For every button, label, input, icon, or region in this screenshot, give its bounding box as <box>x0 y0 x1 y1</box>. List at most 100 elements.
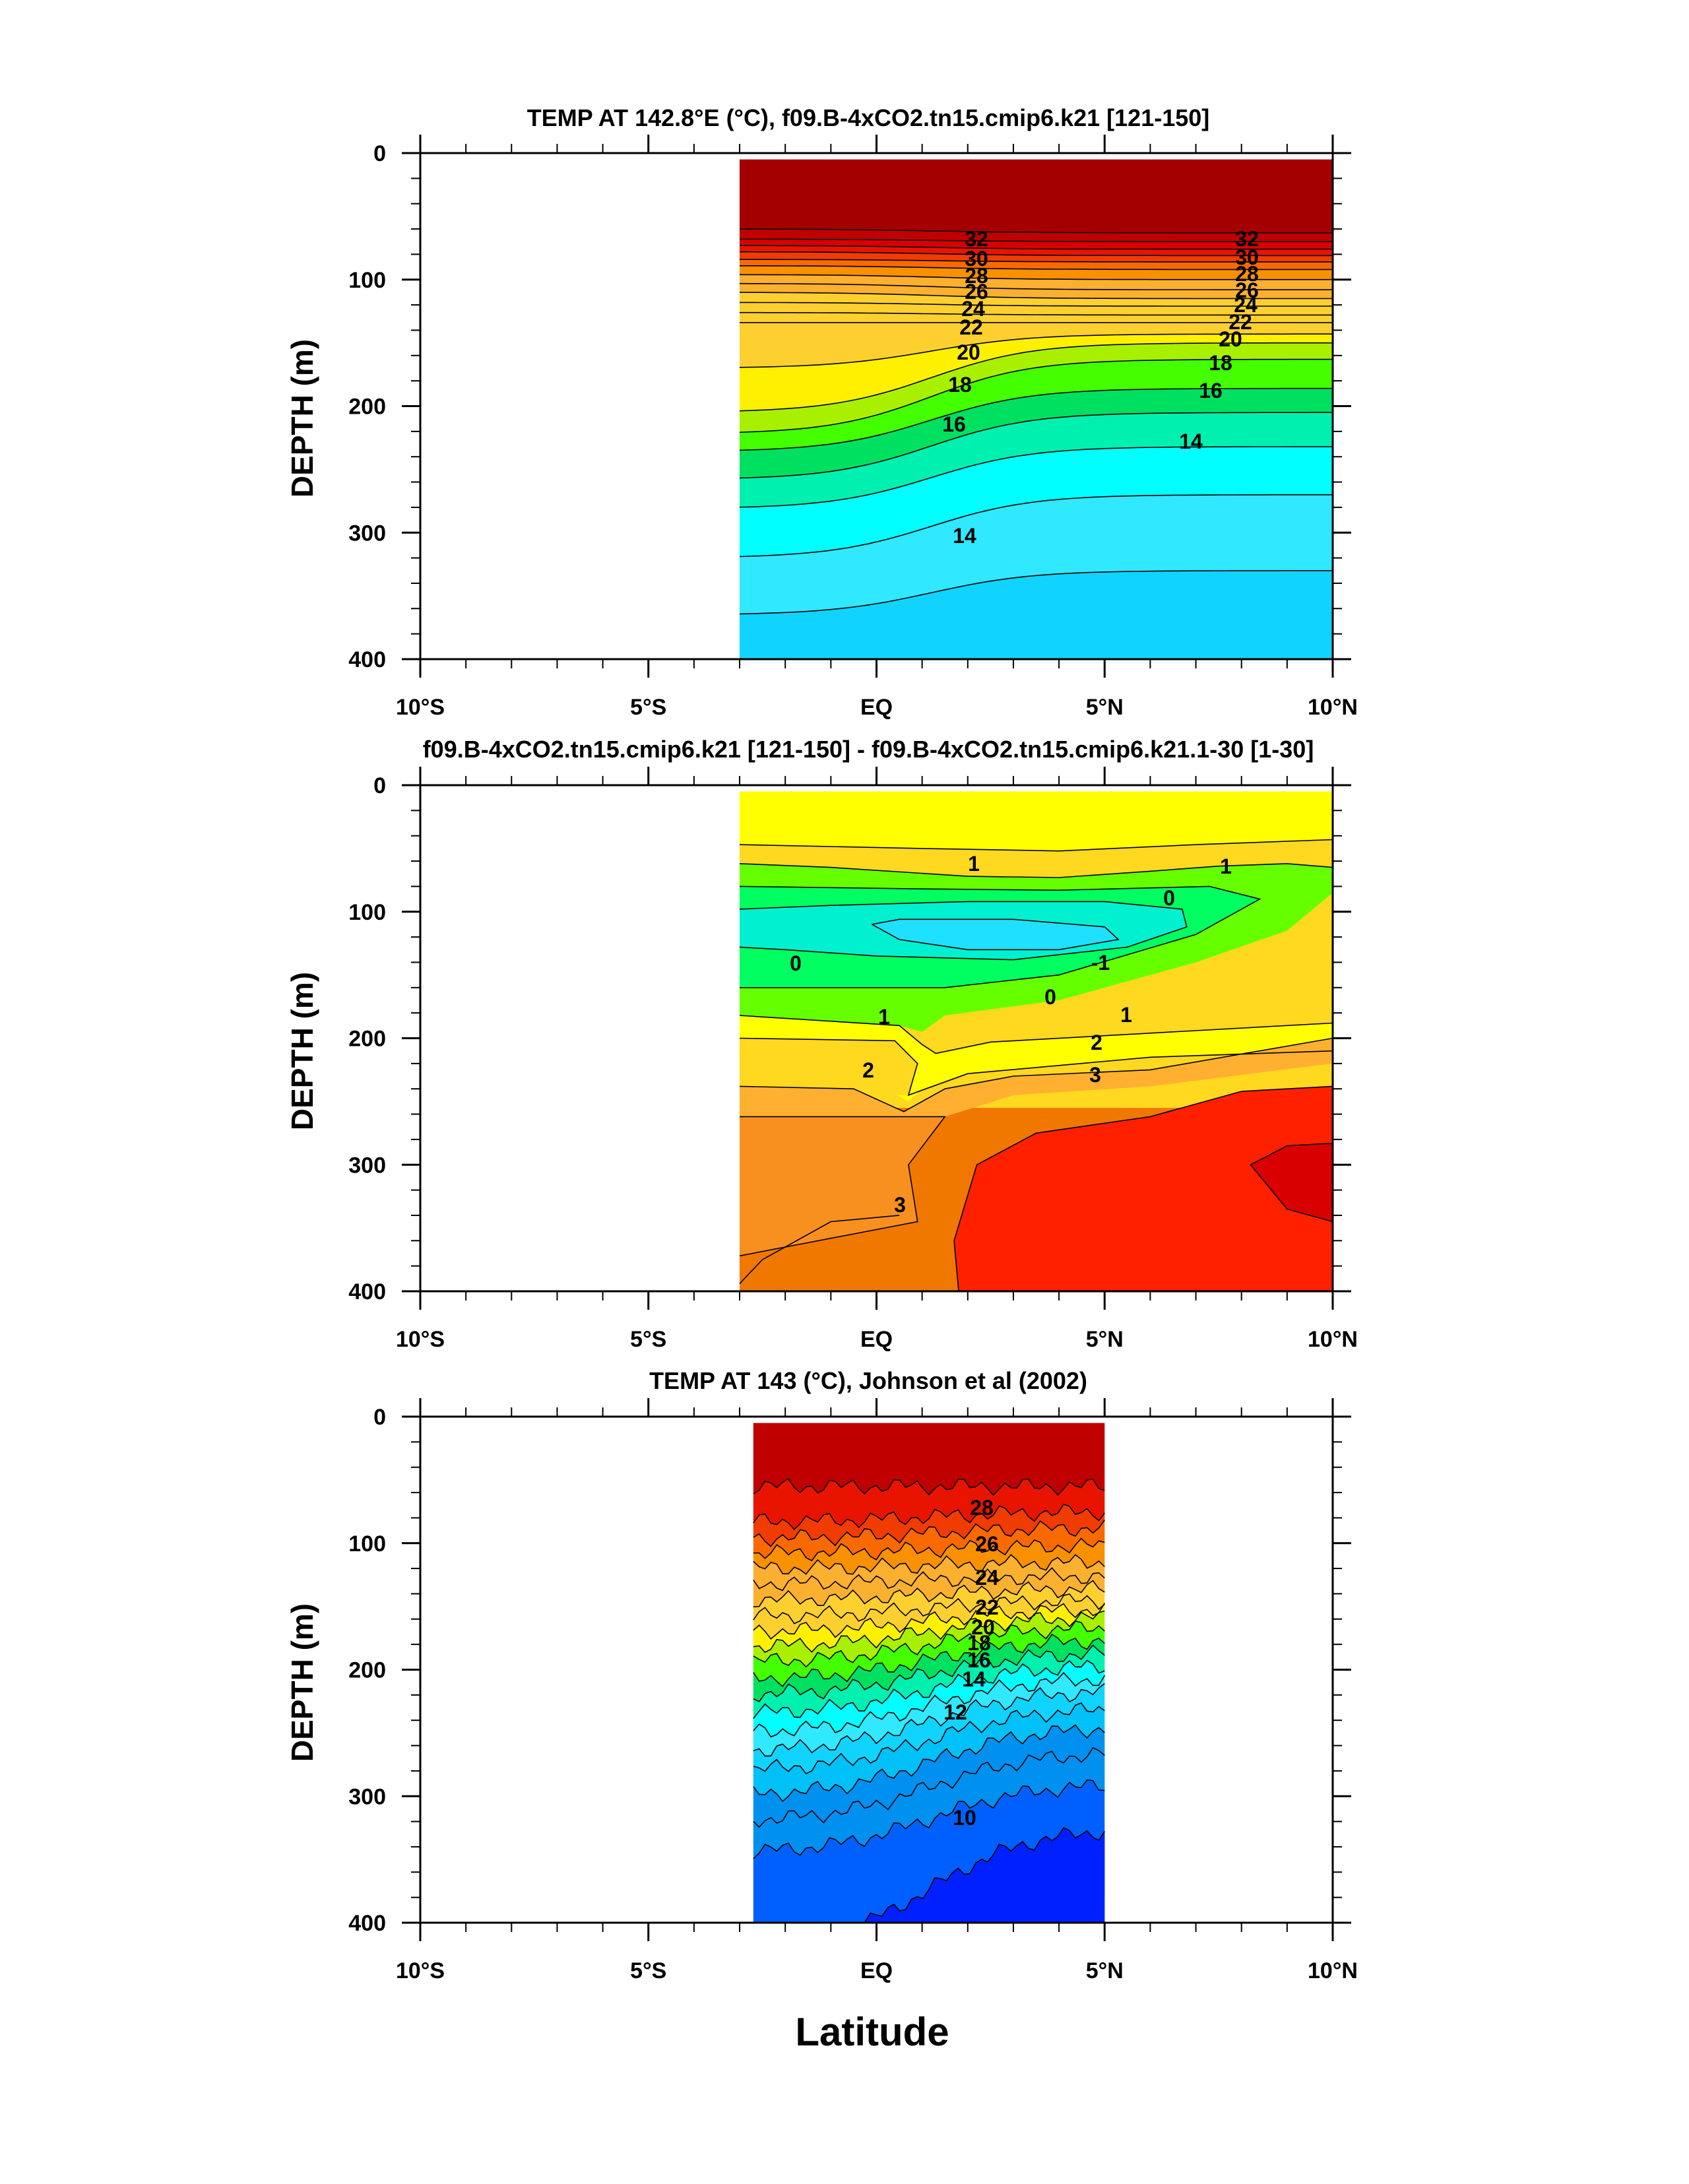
contour-label: 1 <box>1220 854 1232 878</box>
contour-band-27 <box>753 1520 1105 1561</box>
contour-label: 26 <box>1235 278 1259 302</box>
contour-band-34 <box>740 159 1333 233</box>
contour-line-29 <box>753 1478 1105 1496</box>
y-tick-label: 200 <box>348 1027 386 1052</box>
contour-line-19 <box>753 1621 1105 1668</box>
contour-line-0.5 <box>739 885 1261 988</box>
x-tick-label: EQ <box>860 695 893 720</box>
contour-lines <box>739 228 1333 660</box>
contour-label: 0 <box>790 951 802 975</box>
contour-band-12 <box>753 1725 1105 1828</box>
contour-lines <box>739 839 1333 1292</box>
contour-line-4.5 <box>1250 1142 1333 1223</box>
contour-line-2.5 <box>739 1037 1333 1112</box>
contour-band-29 <box>753 1479 1105 1530</box>
panel-title: f09.B-4xCO2.tn15.cmip6.k21 [121-150] - f… <box>423 736 1314 763</box>
x-tick-label: EQ <box>860 1327 893 1352</box>
contour-label: 20 <box>957 340 980 364</box>
contour-label: 3 <box>894 1193 906 1217</box>
contour-line-33 <box>740 228 1333 234</box>
y-tick-label: 200 <box>348 395 386 420</box>
contour-label: 28 <box>1235 262 1259 286</box>
contour-band-14 <box>740 570 1333 659</box>
contour-line-21 <box>753 1603 1105 1640</box>
contour-label: 22 <box>1228 310 1252 334</box>
contour-line-2 <box>739 1037 1333 1097</box>
contour-label: 10 <box>953 1806 976 1830</box>
contour-line-30 <box>740 251 1333 257</box>
contour-band-11 <box>753 1747 1105 1859</box>
contour-line-1 <box>739 863 1333 878</box>
contour-label: 14 <box>953 524 976 548</box>
contour-band-13 <box>753 1703 1105 1801</box>
contour-line-neg1 <box>872 918 1120 951</box>
y-tick-label: 100 <box>348 1531 386 1557</box>
contour-band-28 <box>740 265 1333 280</box>
contour-line-15 <box>753 1672 1105 1738</box>
contour-line-10 <box>753 1779 1105 1859</box>
contour-label: 24 <box>961 297 985 321</box>
contour-label: 28 <box>965 264 988 288</box>
contour-band-31 <box>740 245 1333 256</box>
contour-label: 3 <box>1089 1063 1101 1087</box>
contour-band-28 <box>753 1504 1105 1547</box>
contour-band-bottom <box>753 1827 1105 1923</box>
y-tick-label: 400 <box>348 647 386 672</box>
contour-line-15 <box>739 494 1333 558</box>
x-tick-label: 10°S <box>396 1958 445 1983</box>
y-tick-label: 100 <box>348 268 386 293</box>
contour-fills <box>740 791 1333 1291</box>
contour-band-19 <box>740 359 1333 451</box>
contour-line-26 <box>753 1537 1105 1562</box>
contour-line-23 <box>753 1580 1105 1608</box>
band-4 <box>954 1086 1333 1291</box>
y-tick-label: 100 <box>348 900 386 925</box>
contour-line-3 <box>739 1116 946 1257</box>
contour-line-26 <box>739 282 1333 290</box>
contour-line-29 <box>740 259 1333 263</box>
contour-line-1.5 <box>739 839 1333 852</box>
contour-band-15 <box>740 494 1333 614</box>
contour-label: 12 <box>943 1700 967 1724</box>
y-tick-label: 0 <box>373 773 386 798</box>
contour-label: 0 <box>1044 985 1056 1009</box>
contour-label: -1 <box>1091 951 1110 975</box>
band-neg1 <box>872 919 1118 950</box>
contour-line-20 <box>753 1610 1105 1654</box>
band-3 <box>740 1116 945 1256</box>
contour-band-15 <box>753 1673 1105 1756</box>
contour-label: 1 <box>878 1005 890 1029</box>
panel-title: TEMP AT 143 (°C), Johnson et al (2002) <box>649 1367 1087 1394</box>
x-tick-label: 10°N <box>1308 695 1358 720</box>
contour-label: 24 <box>975 1566 999 1590</box>
x-tick-label: 5°S <box>630 1327 666 1352</box>
x-tick-label: 10°N <box>1308 1327 1358 1352</box>
contour-band-10 <box>753 1780 1105 1923</box>
contour-line-25 <box>739 292 1333 300</box>
x-axis-title: Latitude <box>795 2010 949 2054</box>
contour-line-22 <box>753 1593 1105 1624</box>
y-tick-label: 300 <box>348 1784 386 1809</box>
contour-labels: 1 100-101 122 33 <box>790 852 1232 1217</box>
panel-observed-temp: TEMP AT 143 (°C), Johnson et al (2002) 2… <box>285 1367 1358 1983</box>
contour-band-29.5 <box>753 1423 1105 1495</box>
contour-line-28 <box>753 1504 1105 1531</box>
contour-line-23 <box>740 311 1333 316</box>
contour-label: 0 <box>1163 886 1175 910</box>
contour-line-24 <box>740 302 1333 307</box>
contour-line-16 <box>739 446 1333 508</box>
contour-line-18 <box>739 387 1333 451</box>
contour-band-16 <box>753 1660 1105 1737</box>
contour-label: 32 <box>965 227 988 251</box>
contour-label: 22 <box>959 315 983 339</box>
y-axis-label: DEPTH (m) <box>285 339 319 498</box>
contour-band-27 <box>740 274 1333 290</box>
contour-line-31 <box>740 245 1333 250</box>
contour-label: 18 <box>948 373 972 397</box>
contour-label: 22 <box>975 1595 999 1619</box>
contour-label: 16 <box>1199 379 1223 402</box>
contour-label: 18 <box>967 1631 991 1655</box>
